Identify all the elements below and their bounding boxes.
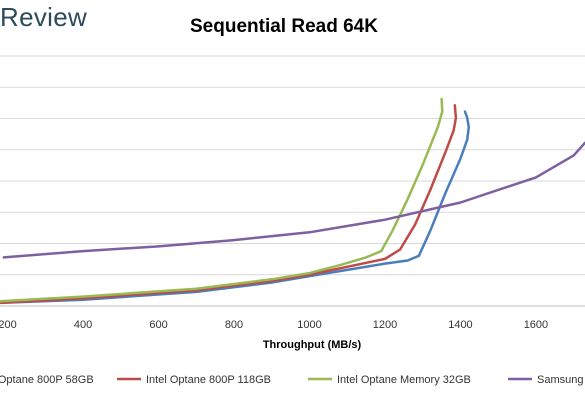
series-line-2 [0,103,458,305]
x-tick-label: 1000 [297,319,321,331]
series-line-4 [2,141,585,259]
x-tick-label: 400 [74,319,92,331]
series-line-1 [0,110,471,305]
x-tick-label: 200 [0,319,17,331]
x-tick-label: 1200 [373,319,397,331]
x-tick-label: 800 [225,319,243,331]
legend-label: Intel Optane 800P 58GB [0,374,94,386]
legend-label: Intel Optane 800P 118GB [146,374,271,386]
x-tick-label: 1400 [448,319,472,331]
chart-title: Sequential Read 64K [190,16,378,37]
x-axis-label: Throughput (MB/s) [263,339,362,351]
site-logo: Review [0,2,88,32]
series-line-3 [0,97,444,303]
x-tick-label: 600 [149,319,167,331]
legend-label: Intel Optane Memory 32GB [337,374,471,386]
legend-label: Samsung [537,374,583,386]
x-tick-label: 1600 [524,319,548,331]
